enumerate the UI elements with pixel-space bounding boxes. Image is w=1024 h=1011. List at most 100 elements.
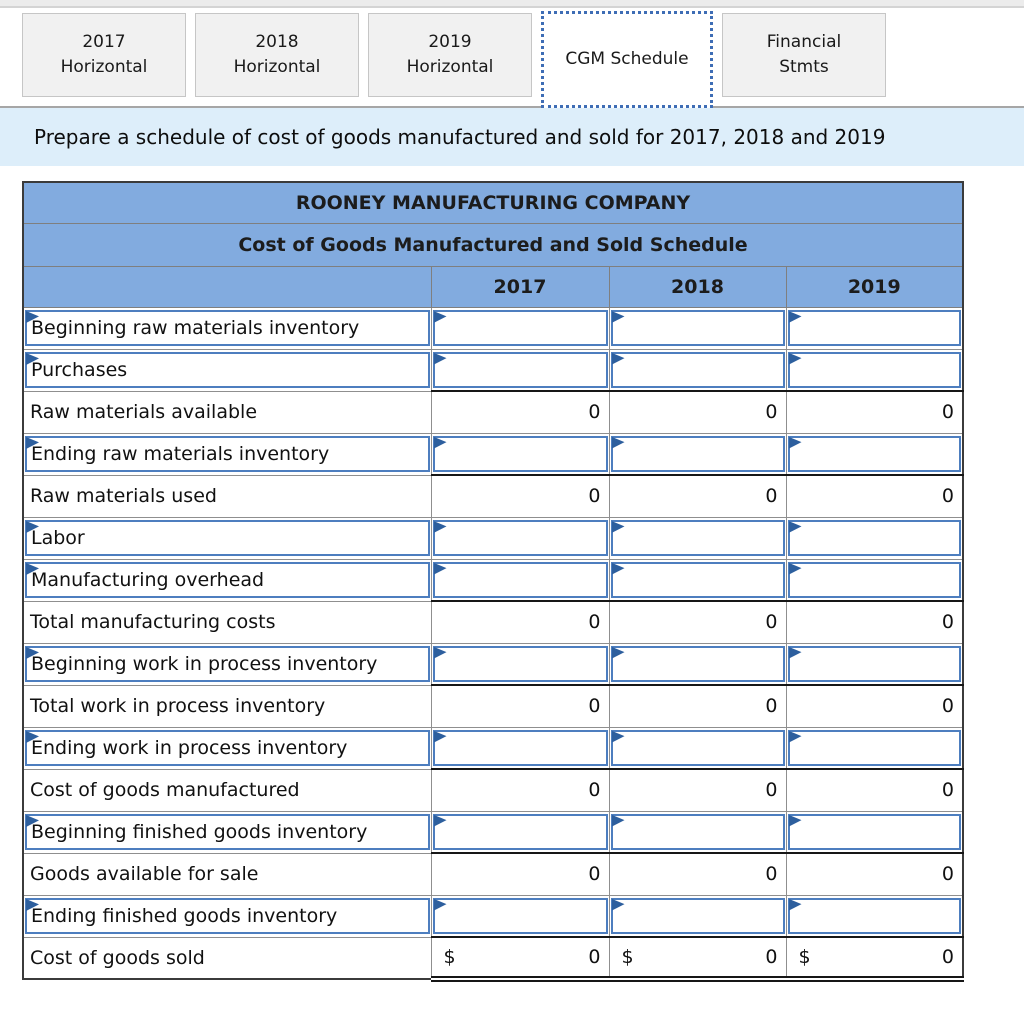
value-input-field[interactable]: [432, 897, 608, 934]
value-input-field[interactable]: [787, 561, 962, 598]
value-wrap: 0: [432, 611, 609, 633]
cell-value: 0: [941, 485, 955, 508]
tab-label: 2017: [82, 32, 126, 53]
row-label: Raw materials available: [30, 401, 258, 423]
value-input-field[interactable]: [787, 435, 962, 472]
value-wrap: 0: [432, 863, 609, 885]
value-input-cell[interactable]: [785, 516, 964, 560]
value-input-field[interactable]: [610, 897, 785, 934]
value-input-cell[interactable]: [785, 894, 964, 938]
value-cell: $0: [608, 936, 787, 982]
row-label-cell[interactable]: Beginning raw materials inventory: [22, 306, 432, 350]
row-label-cell[interactable]: Manufacturing overhead: [22, 558, 432, 602]
value-input-field[interactable]: [787, 351, 962, 388]
row-label-cell[interactable]: Ending raw materials inventory: [22, 432, 432, 476]
label-input-field[interactable]: Beginning raw materials inventory: [25, 310, 430, 346]
tab-2018-horizontal[interactable]: 2018 Horizontal: [195, 13, 359, 97]
value-input-field[interactable]: [610, 520, 785, 556]
value-input-cell[interactable]: [608, 516, 787, 560]
value-input-cell[interactable]: [430, 726, 610, 770]
value-input-field[interactable]: [432, 645, 608, 682]
row-label-cell[interactable]: Ending work in process inventory: [22, 726, 432, 770]
value-input-field[interactable]: [610, 351, 785, 388]
value-input-cell[interactable]: [608, 432, 787, 476]
value-input-cell[interactable]: [785, 726, 964, 770]
value-input-field[interactable]: [432, 351, 608, 388]
row-label-cell[interactable]: Beginning finished goods inventory: [22, 810, 432, 854]
value-wrap: 0: [787, 401, 963, 423]
instruction-text: Prepare a schedule of cost of goods manu…: [34, 125, 886, 149]
value-input-field[interactable]: [787, 897, 962, 934]
value-input-field[interactable]: [432, 435, 608, 472]
value-input-field[interactable]: [610, 561, 785, 598]
label-input-field[interactable]: Manufacturing overhead: [25, 562, 430, 598]
value-input-cell[interactable]: [608, 810, 787, 854]
label-input-field[interactable]: Beginning finished goods inventory: [25, 814, 430, 850]
instruction-bar: Prepare a schedule of cost of goods manu…: [0, 108, 1024, 166]
table-title: ROONEY MANUFACTURING COMPANY: [22, 181, 964, 224]
value-input-cell[interactable]: [430, 894, 610, 938]
value-input-field[interactable]: [432, 561, 608, 598]
value-input-field[interactable]: [432, 813, 608, 850]
value-input-cell[interactable]: [608, 306, 787, 350]
value-input-field[interactable]: [610, 813, 785, 850]
value-input-cell[interactable]: [430, 432, 610, 476]
row-label-cell[interactable]: Purchases: [22, 348, 432, 392]
value-input-field[interactable]: [610, 645, 785, 682]
value-input-cell[interactable]: [430, 348, 610, 392]
year-header-2019: 2019: [785, 265, 964, 308]
row-label-cell[interactable]: Beginning work in process inventory: [22, 642, 432, 686]
table-row: Ending finished goods inventory: [22, 894, 964, 938]
value-input-field[interactable]: [432, 729, 608, 766]
row-label-cell[interactable]: Ending finished goods inventory: [22, 894, 432, 938]
value-cell: 0: [608, 600, 787, 644]
label-input-field[interactable]: Labor: [25, 520, 430, 556]
tab-2019-horizontal[interactable]: 2019 Horizontal: [368, 13, 532, 97]
value-input-field[interactable]: [610, 310, 785, 346]
label-input-field[interactable]: Ending work in process inventory: [25, 730, 430, 766]
value-input-field[interactable]: [787, 813, 962, 850]
value-wrap: 0: [610, 485, 786, 507]
label-input-field[interactable]: Purchases: [25, 352, 430, 388]
value-wrap: 0: [610, 695, 786, 717]
value-input-cell[interactable]: [430, 810, 610, 854]
value-input-cell[interactable]: [608, 348, 787, 392]
value-input-cell[interactable]: [608, 558, 787, 602]
value-input-field[interactable]: [787, 310, 962, 346]
value-input-cell[interactable]: [608, 726, 787, 770]
value-input-cell[interactable]: [785, 558, 964, 602]
value-input-cell[interactable]: [785, 348, 964, 392]
cell-value: 0: [588, 695, 601, 718]
value-input-field[interactable]: [432, 310, 608, 346]
tab-cgm-schedule[interactable]: CGM Schedule: [541, 11, 713, 108]
value-input-cell[interactable]: [785, 306, 964, 350]
value-cell: 0: [430, 684, 610, 728]
tab-2017-horizontal[interactable]: 2017 Horizontal: [22, 13, 186, 97]
value-input-cell[interactable]: [785, 810, 964, 854]
value-input-field[interactable]: [787, 729, 962, 766]
value-input-cell[interactable]: [430, 306, 610, 350]
value-input-cell[interactable]: [430, 558, 610, 602]
value-input-cell[interactable]: [608, 894, 787, 938]
year-header-2018: 2018: [608, 265, 787, 308]
value-input-field[interactable]: [610, 435, 785, 472]
value-input-field[interactable]: [787, 645, 962, 682]
row-label-cell: Goods available for sale: [22, 852, 432, 896]
value-input-cell[interactable]: [785, 642, 964, 686]
cell-value: 0: [941, 863, 955, 886]
value-input-field[interactable]: [610, 729, 785, 766]
value-input-cell[interactable]: [785, 432, 964, 476]
value-input-cell[interactable]: [608, 642, 787, 686]
row-label: Total work in process inventory: [30, 695, 326, 717]
label-input-field[interactable]: Beginning work in process inventory: [25, 646, 430, 682]
value-input-field[interactable]: [787, 520, 962, 556]
row-label: Ending raw materials inventory: [31, 443, 330, 465]
row-label-cell[interactable]: Labor: [22, 516, 432, 560]
tab-financial-stmts[interactable]: Financial Stmts: [722, 13, 886, 97]
value-input-cell[interactable]: [430, 642, 610, 686]
label-input-field[interactable]: Ending finished goods inventory: [25, 898, 430, 934]
value-input-field[interactable]: [432, 520, 608, 556]
label-input-field[interactable]: Ending raw materials inventory: [25, 436, 430, 472]
value-input-cell[interactable]: [430, 516, 610, 560]
cell-value: 0: [588, 863, 601, 886]
